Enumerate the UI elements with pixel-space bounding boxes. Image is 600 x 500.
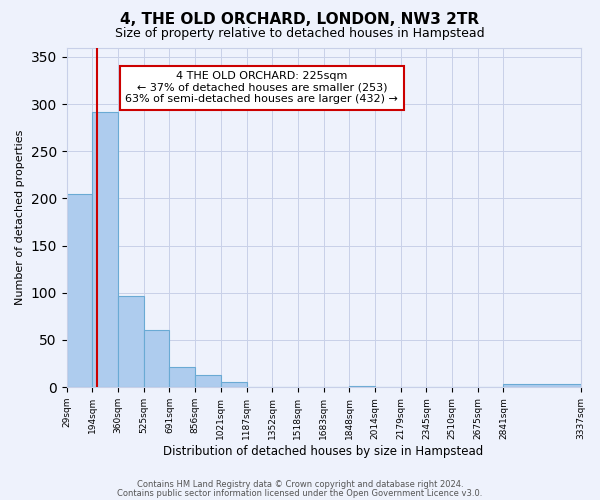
Bar <box>118 296 143 387</box>
Text: Contains HM Land Registry data © Crown copyright and database right 2024.: Contains HM Land Registry data © Crown c… <box>137 480 463 489</box>
Text: 4, THE OLD ORCHARD, LONDON, NW3 2TR: 4, THE OLD ORCHARD, LONDON, NW3 2TR <box>121 12 479 28</box>
Bar <box>503 384 581 387</box>
Bar <box>92 112 118 387</box>
Text: 4 THE OLD ORCHARD: 225sqm
← 37% of detached houses are smaller (253)
63% of semi: 4 THE OLD ORCHARD: 225sqm ← 37% of detac… <box>125 72 398 104</box>
Bar <box>195 375 221 387</box>
Bar <box>169 368 195 387</box>
Text: Size of property relative to detached houses in Hampstead: Size of property relative to detached ho… <box>115 28 485 40</box>
X-axis label: Distribution of detached houses by size in Hampstead: Distribution of detached houses by size … <box>163 444 484 458</box>
Text: Contains public sector information licensed under the Open Government Licence v3: Contains public sector information licen… <box>118 488 482 498</box>
Bar <box>349 386 375 387</box>
Bar <box>67 194 92 387</box>
Bar <box>143 330 169 387</box>
Y-axis label: Number of detached properties: Number of detached properties <box>15 130 25 305</box>
Bar <box>221 382 247 387</box>
